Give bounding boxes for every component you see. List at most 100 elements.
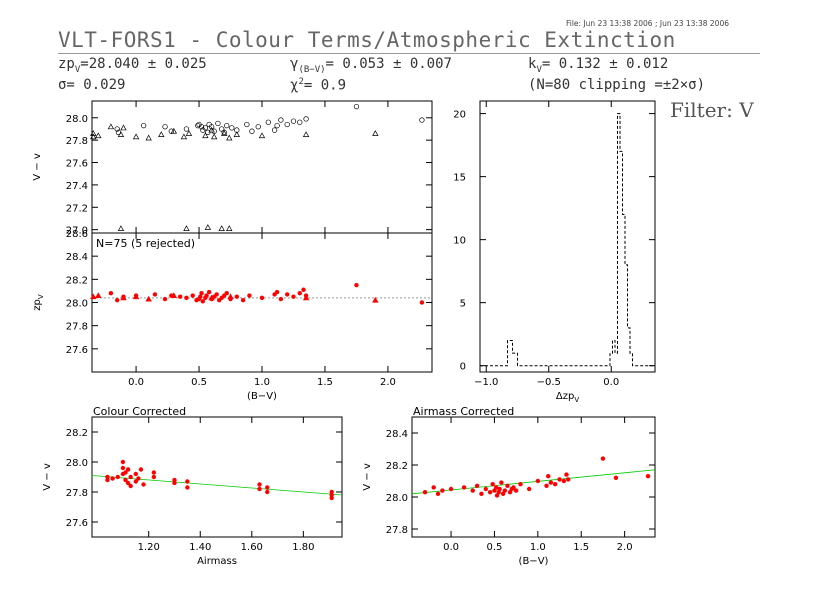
colour-corrected-panel-xtick-label: 1.40	[189, 542, 211, 553]
airmass-corrected-point	[518, 482, 523, 487]
raw-point-circle	[274, 122, 280, 129]
airmass-corrected-point	[557, 477, 562, 482]
airmass-corrected-point	[448, 486, 454, 492]
raw-point-triangle	[117, 225, 125, 231]
raw-point-triangle	[258, 132, 266, 139]
histogram-xlabel-main: Δzp	[556, 391, 574, 402]
airmass-corrected-point	[535, 478, 541, 484]
corrected-point	[234, 294, 240, 299]
raw-point-triangle	[170, 127, 178, 134]
colour-corrected-point	[151, 470, 157, 475]
colour-corrected-point	[265, 485, 270, 490]
corrected-point	[419, 300, 425, 305]
airmass-corrected-panel-ytick-label: 28.4	[386, 429, 408, 440]
chi-value: = 0.9	[303, 77, 347, 94]
histogram-steps	[480, 113, 655, 367]
airmass-corrected-point	[546, 474, 551, 479]
airmass-corrected-panel-xtick-label: 0.5	[486, 542, 502, 553]
raw-point-circle	[208, 124, 215, 130]
histogram-panel-frame	[479, 100, 656, 373]
colour-corrected-point	[138, 467, 144, 472]
airmass-corrected-point	[422, 490, 428, 495]
raw-point-circle	[202, 125, 208, 131]
colour-corrected-point	[185, 485, 190, 490]
corrected-ylabel: zpV	[32, 294, 45, 311]
page-title: VLT-FORS1 - Colour Terms/Atmospheric Ext…	[58, 28, 676, 52]
zp-value: =28.040 ± 0.025	[80, 56, 207, 72]
corrected-point	[120, 294, 127, 301]
raw-point-circle	[221, 129, 227, 135]
raw-panel-ytick-label: 27.0	[66, 226, 88, 237]
colour-corrected-point	[123, 477, 128, 483]
airmass-corrected-point	[499, 480, 504, 485]
colour-corrected-fit-line	[91, 475, 343, 496]
corrected-panel-xtick-label: 0.0	[128, 377, 144, 388]
raw-panel-ytick-label: 28.0	[66, 114, 88, 125]
raw-point-triangle	[183, 225, 190, 231]
histogram-panel-xtick-label: −0.5	[537, 377, 561, 388]
colour-corrected-ylabel: V − v	[42, 463, 53, 491]
corrected-annotation: N=75 (5 rejected)	[96, 237, 195, 250]
corrected-point	[199, 291, 204, 296]
raw-panel-frame	[91, 100, 433, 234]
raw-point-triangle	[204, 224, 212, 230]
corrected-xlabel: (B−V)	[247, 391, 277, 402]
corrected-point	[208, 294, 215, 301]
airmass-corrected-point	[479, 491, 484, 496]
airmass-corrected-point	[493, 485, 499, 490]
corrected-point	[302, 294, 310, 301]
colour-corrected-point	[172, 480, 177, 486]
filter-label: Filter: V	[670, 98, 754, 122]
corrected-point	[95, 292, 102, 298]
corrected-point	[354, 282, 359, 288]
colour-corrected-panel-ytick-label: 28.0	[66, 458, 88, 469]
colour-corrected-panel-frame	[91, 416, 343, 538]
corrected-point	[274, 289, 280, 295]
colour-corrected-panel-ytick-label: 28.2	[66, 428, 88, 439]
airmass-corrected-point	[600, 456, 606, 461]
colour-corrected-point	[151, 474, 157, 480]
raw-panel-ytick-label: 27.8	[66, 136, 88, 147]
corrected-point	[152, 292, 158, 297]
gamma-label: γ	[290, 56, 299, 72]
airmass-corrected-panel-xtick-label: 1.0	[530, 542, 546, 553]
airmass-corrected-point	[431, 485, 436, 490]
corrected-point	[132, 293, 140, 300]
airmass-corrected-xlabel: (B−V)	[519, 556, 549, 567]
raw-point-triangle	[90, 130, 97, 136]
colour-corrected-panel-ytick-label: 27.8	[66, 488, 88, 499]
corrected-point	[198, 294, 203, 299]
zp-label: zp	[58, 56, 75, 72]
airmass-corrected-point	[483, 486, 488, 492]
colour-corrected-point	[265, 489, 270, 495]
raw-point-circle	[183, 126, 190, 132]
corrected-point	[90, 293, 97, 300]
airmass-corrected-ylabel: V − v	[362, 463, 373, 491]
colour-corrected-point	[136, 476, 141, 481]
chi-stat: χ2= 0.9	[290, 77, 346, 94]
raw-point-circle	[271, 127, 278, 133]
histogram-ytick-label: 0	[460, 362, 466, 373]
airmass-corrected-point	[474, 483, 480, 488]
histogram-panel-xtick-label: 0.0	[603, 377, 619, 388]
airmass-corrected-point	[526, 486, 532, 492]
raw-point-triangle	[180, 133, 188, 140]
corrected-point	[278, 296, 284, 302]
airmass-corrected-panel-frame	[411, 416, 656, 538]
airmass-corrected-panel-xtick-label: 1.5	[573, 542, 589, 553]
corrected-point	[240, 297, 246, 303]
corrected-ylabel-sub: V	[37, 294, 45, 299]
corrected-point	[372, 296, 379, 303]
corrected-point	[162, 296, 168, 302]
airmass-corrected-point	[502, 488, 508, 493]
raw-point-circle	[215, 120, 221, 127]
raw-point-circle	[114, 126, 120, 132]
colour-corrected-point	[141, 482, 146, 487]
colour-corrected-point	[329, 489, 334, 495]
raw-panel-ytick-label: 27.4	[66, 181, 88, 192]
corrected-panel-ytick-label: 28.4	[66, 252, 88, 263]
colour-corrected-point	[105, 477, 110, 483]
colour-corrected-title: Colour Corrected	[93, 405, 186, 418]
chi-label: χ	[290, 77, 299, 94]
